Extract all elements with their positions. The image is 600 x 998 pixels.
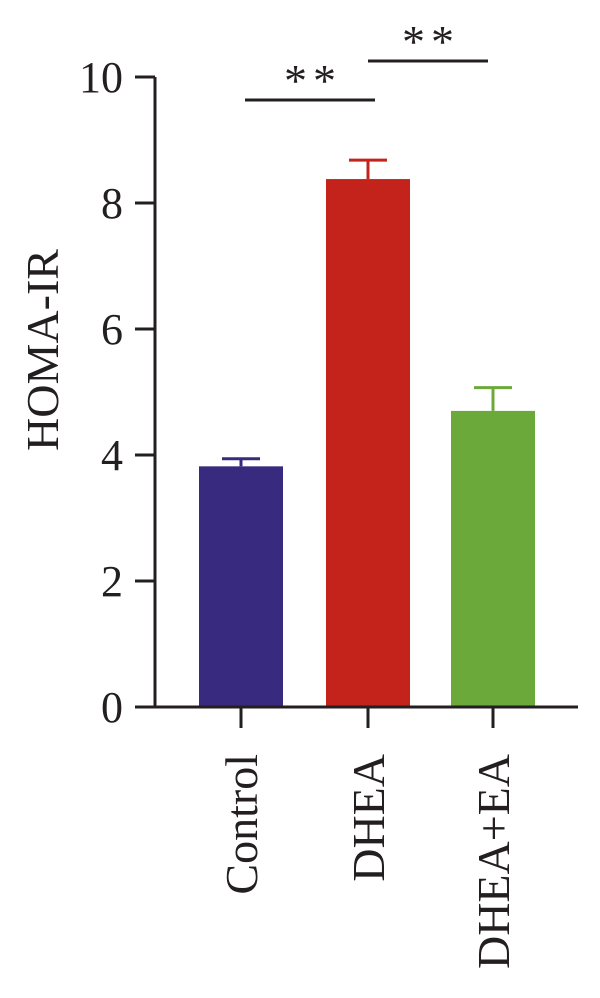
y-tick-label-0: 0: [101, 683, 123, 732]
y-tick-label-10: 10: [79, 53, 123, 102]
error-bar-dhea: [349, 158, 387, 180]
x-tick-label-dhea: DHEA: [343, 754, 394, 882]
y-tick-label-8: 8: [101, 179, 123, 228]
error-bar-dhea-ea: [474, 386, 512, 411]
significance-control-vs-dhea-label: **: [284, 55, 342, 106]
significance-control-vs-dhea: **: [245, 55, 375, 106]
bar-control: [199, 466, 283, 707]
x-tick-label-control: Control: [216, 754, 267, 895]
bars-layer: [199, 179, 535, 707]
significance-layer: ** **: [245, 16, 488, 106]
x-ticks-layer: Control DHEA DHEA+EA: [216, 707, 519, 969]
y-ticks-layer: 0 2 4 6 8 10: [79, 53, 155, 732]
bar-dhea-ea: [451, 410, 535, 707]
y-tick-label-6: 6: [101, 305, 123, 354]
y-tick-label-4: 4: [101, 431, 123, 480]
significance-dhea-vs-dhea-ea-label: **: [402, 16, 460, 67]
y-axis-title: HOMA-IR: [17, 249, 68, 451]
x-tick-label-dhea-ea: DHEA+EA: [468, 754, 519, 969]
bar-dhea: [326, 179, 410, 707]
y-tick-label-2: 2: [101, 557, 123, 606]
significance-dhea-vs-dhea-ea: **: [368, 16, 488, 67]
error-bar-control: [222, 457, 260, 467]
error-bars-layer: [222, 158, 512, 467]
